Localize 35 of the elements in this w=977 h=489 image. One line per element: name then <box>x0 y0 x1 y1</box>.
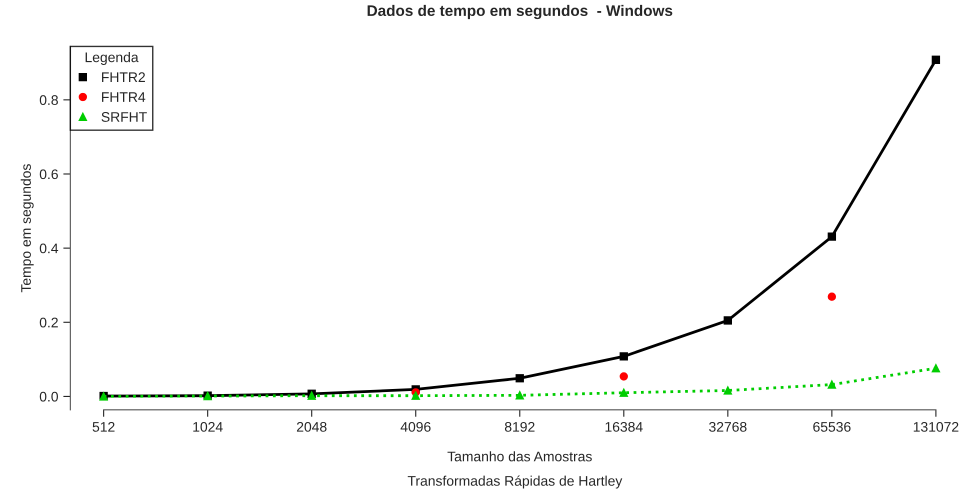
y-tick-label: 0.8 <box>40 95 58 106</box>
point <box>828 232 836 241</box>
point <box>620 388 628 397</box>
y-axis-title: Tempo em segundos <box>20 164 34 292</box>
x-tick-label: 2048 <box>296 422 327 432</box>
point <box>620 352 628 361</box>
x-tick-label: 8192 <box>504 422 535 432</box>
x-tick-label: 512 <box>92 422 115 432</box>
point <box>412 392 420 400</box>
x-tick-label: 4096 <box>400 422 431 432</box>
point <box>620 372 628 381</box>
text: Transformadas Rápidas de Hartley <box>408 475 622 489</box>
y-tick-label: 0.0 <box>40 392 58 402</box>
chart-title: Dados de tempo em segundos - Windows <box>368 4 672 20</box>
legend-label: FHTR2 <box>102 72 145 82</box>
x-tick-label: 131072 <box>914 422 958 432</box>
legend-title: Legenda <box>86 52 139 65</box>
point <box>932 56 940 64</box>
legend-label: SRFHT <box>102 112 147 122</box>
point <box>516 374 524 382</box>
point <box>724 386 732 395</box>
y-tick-label: 0.2 <box>40 318 58 328</box>
point <box>516 391 524 400</box>
legend-label: FHTR4 <box>102 92 146 102</box>
y-tick-label: 0.6 <box>40 169 58 180</box>
x-tick-label: 65536 <box>813 422 851 432</box>
x-axis-title: Tamanho das Amostras <box>448 451 592 462</box>
point <box>828 380 836 389</box>
x-tick-label: 32768 <box>709 422 747 432</box>
point <box>932 364 940 372</box>
x-tick-label: 16384 <box>606 422 643 432</box>
y-tick-label: 0.4 <box>40 243 58 254</box>
point <box>828 292 836 301</box>
x-tick-label: 1024 <box>193 422 223 432</box>
point <box>724 316 732 325</box>
